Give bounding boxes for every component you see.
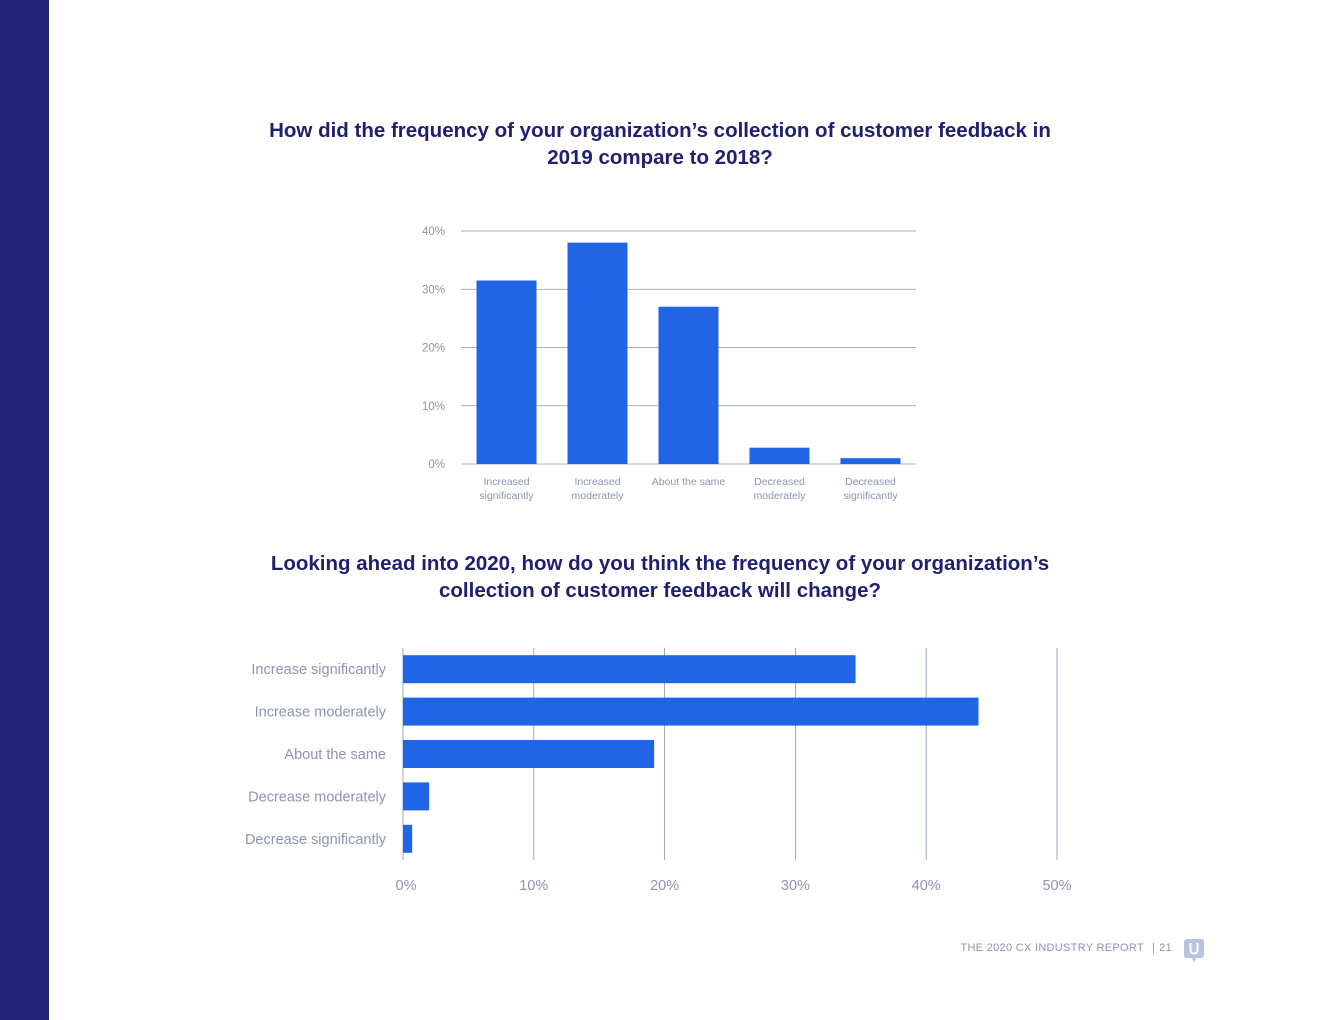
page-footer: THE 2020 CX INDUSTRY REPORT | 21 bbox=[900, 942, 1172, 954]
chart-1-y-tick-label: 40% bbox=[422, 226, 445, 238]
chart-1-bar bbox=[476, 280, 537, 464]
chart-1-bar bbox=[840, 458, 901, 464]
chart-1-x-tick-label: About the same bbox=[652, 476, 726, 488]
chart-1-bar bbox=[749, 447, 810, 464]
chart-1-x-tick-label: moderately bbox=[572, 490, 625, 502]
chart-1-title: How did the frequency of your organizati… bbox=[269, 119, 1051, 169]
chart-1-x-tick-label: Decreased bbox=[754, 476, 805, 488]
chart-2-x-tick-label: 0% bbox=[396, 878, 417, 894]
sidebar-stripe bbox=[0, 0, 49, 1020]
chart-2-bar bbox=[403, 782, 430, 811]
chart-1-x-tick-label: Decreased bbox=[845, 476, 896, 488]
chart-2-bar bbox=[403, 824, 413, 853]
chart-2-x-tick-label: 30% bbox=[781, 878, 810, 894]
chart-2-y-tick-label: Decrease significantly bbox=[245, 832, 387, 848]
chart-2-bar bbox=[403, 697, 979, 726]
chart-2-title: Looking ahead into 2020, how do you thin… bbox=[270, 552, 1050, 602]
footer-separator: | bbox=[1151, 942, 1156, 954]
chart-2-bar bbox=[403, 655, 856, 684]
chart-2-y-tick-label: Increase significantly bbox=[251, 662, 386, 678]
chart-2-y-tick-label: Decrease moderately bbox=[248, 789, 387, 805]
chart-1-x-tick-label: Increased bbox=[574, 476, 620, 488]
chart-2-x-tick-label: 20% bbox=[650, 878, 679, 894]
chart-1-x-tick-label: moderately bbox=[754, 490, 807, 502]
chart-2-x-tick-label: 40% bbox=[912, 878, 941, 894]
chart-1-y-tick-label: 30% bbox=[422, 284, 445, 296]
chart-1-y-tick-label: 0% bbox=[428, 459, 445, 471]
chart-1-bar bbox=[567, 242, 628, 464]
chart-1-bar bbox=[658, 306, 719, 464]
chart-2-y-tick-label: Increase moderately bbox=[255, 705, 387, 721]
chart-1-x-tick-label: significantly bbox=[843, 490, 898, 502]
chart-1-y-tick-label: 20% bbox=[422, 343, 445, 355]
chart-2-x-tick-label: 50% bbox=[1042, 878, 1071, 894]
chart-1-x-tick-label: significantly bbox=[479, 490, 534, 502]
chart-2-x-tick-label: 10% bbox=[519, 878, 548, 894]
u-speech-bubble-logo-icon bbox=[1184, 939, 1204, 963]
chart-1-y-tick-label: 10% bbox=[422, 401, 445, 413]
page-number: 21 bbox=[1159, 942, 1172, 954]
chart-1-x-tick-label: Increased bbox=[483, 476, 529, 488]
chart-2-bar bbox=[403, 740, 655, 768]
report-name: THE 2020 CX INDUSTRY REPORT bbox=[960, 942, 1144, 954]
chart-2-y-tick-label: About the same bbox=[284, 747, 386, 763]
